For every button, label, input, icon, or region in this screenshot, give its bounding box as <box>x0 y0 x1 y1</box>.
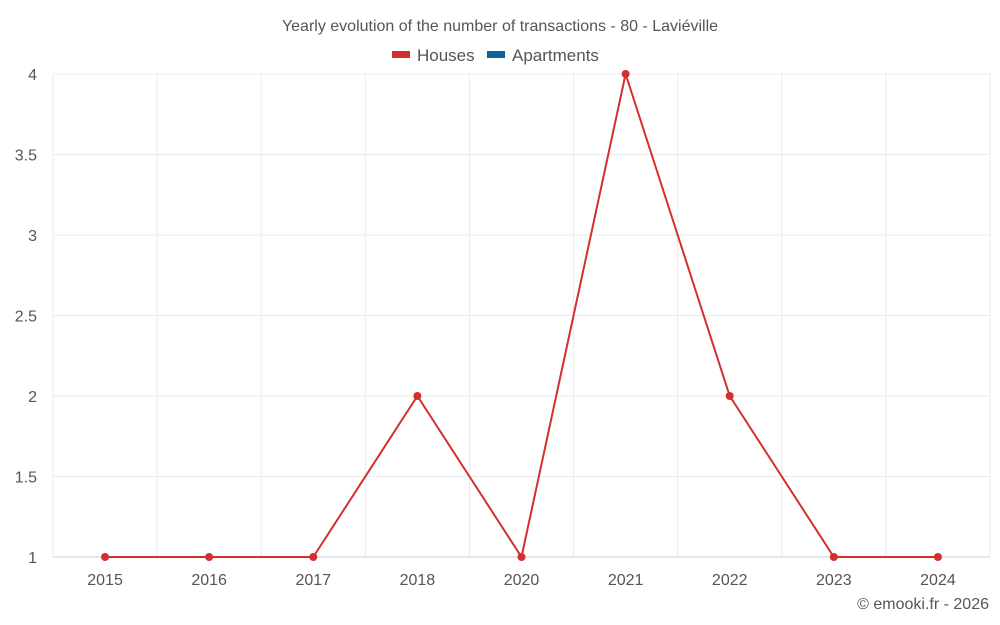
x-tick-label: 2022 <box>712 572 748 589</box>
data-point-houses[interactable] <box>933 553 942 561</box>
chart-title: Yearly evolution of the number of transa… <box>282 18 718 35</box>
x-tick-label: 2020 <box>504 572 540 589</box>
y-gridlines <box>53 73 990 558</box>
data-point-houses[interactable] <box>725 392 734 400</box>
data-point-houses[interactable] <box>829 553 838 561</box>
data-point-houses[interactable] <box>621 70 630 78</box>
x-tick-label: 2015 <box>87 572 123 589</box>
y-axis-labels: 1 1.5 2 2.5 3 3.5 4 <box>15 67 37 567</box>
legend-item-apartments[interactable]: Apartments <box>487 46 599 65</box>
data-point-houses[interactable] <box>517 553 526 561</box>
data-point-houses[interactable] <box>205 553 214 561</box>
x-tick-label: 2024 <box>920 572 956 589</box>
y-tick-label: 2.5 <box>15 309 37 326</box>
data-point-houses[interactable] <box>413 392 422 400</box>
legend-label-houses: Houses <box>417 46 475 65</box>
y-tick-label: 3.5 <box>15 148 37 165</box>
legend: Houses Apartments <box>392 46 599 65</box>
data-point-houses[interactable] <box>309 553 318 561</box>
legend-item-houses[interactable]: Houses <box>392 46 475 65</box>
x-tick-label: 2016 <box>191 572 227 589</box>
y-tick-label: 3 <box>28 228 37 245</box>
x-tick-label: 2023 <box>816 572 852 589</box>
x-axis-labels: 2015 2016 2017 2018 2020 2021 2022 2023 2024 <box>87 572 956 589</box>
credit-text: © emooki.fr - 2026 <box>857 596 989 613</box>
data-point-houses[interactable] <box>101 553 110 561</box>
legend-label-apartments: Apartments <box>512 46 599 65</box>
x-tick-label: 2018 <box>400 572 436 589</box>
y-tick-label: 4 <box>28 67 37 84</box>
y-tick-label: 2 <box>28 389 37 406</box>
legend-swatch-apartments <box>487 51 505 58</box>
x-tick-label: 2021 <box>608 572 644 589</box>
series-points <box>101 70 942 561</box>
legend-swatch-houses <box>392 51 410 58</box>
x-tick-label: 2017 <box>295 572 331 589</box>
y-tick-label: 1 <box>28 550 37 567</box>
y-tick-label: 1.5 <box>15 470 37 487</box>
